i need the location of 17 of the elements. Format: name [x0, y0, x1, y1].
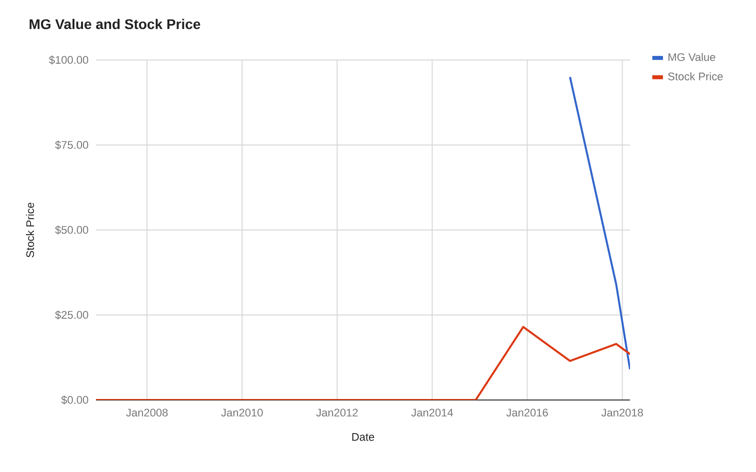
x-tick-label: Jan2012	[316, 408, 358, 416]
chart-title: MG Value and Stock Price	[30, 18, 200, 30]
legend-label: Stock Price	[668, 72, 723, 80]
line-series	[96, 326, 630, 400]
y-tick-label: $25.00	[55, 310, 88, 320]
x-tick-label: Jan2018	[601, 408, 643, 416]
y-tick-label: $50.00	[55, 226, 88, 234]
legend-label: MG Value	[668, 52, 716, 62]
x-axis-title: Date	[352, 433, 374, 441]
x-tick-label: Jan2014	[411, 408, 453, 416]
y-axis-title: Stock Price	[26, 202, 34, 258]
x-tick-label: Jan2010	[221, 408, 263, 416]
y-tick-label: $100.00	[48, 56, 88, 64]
y-tick-label: $75.00	[55, 140, 88, 150]
x-tick-label: Jan2008	[126, 408, 168, 416]
y-tick-label: $0.00	[61, 396, 88, 404]
x-tick-label: Jan2016	[506, 408, 548, 416]
